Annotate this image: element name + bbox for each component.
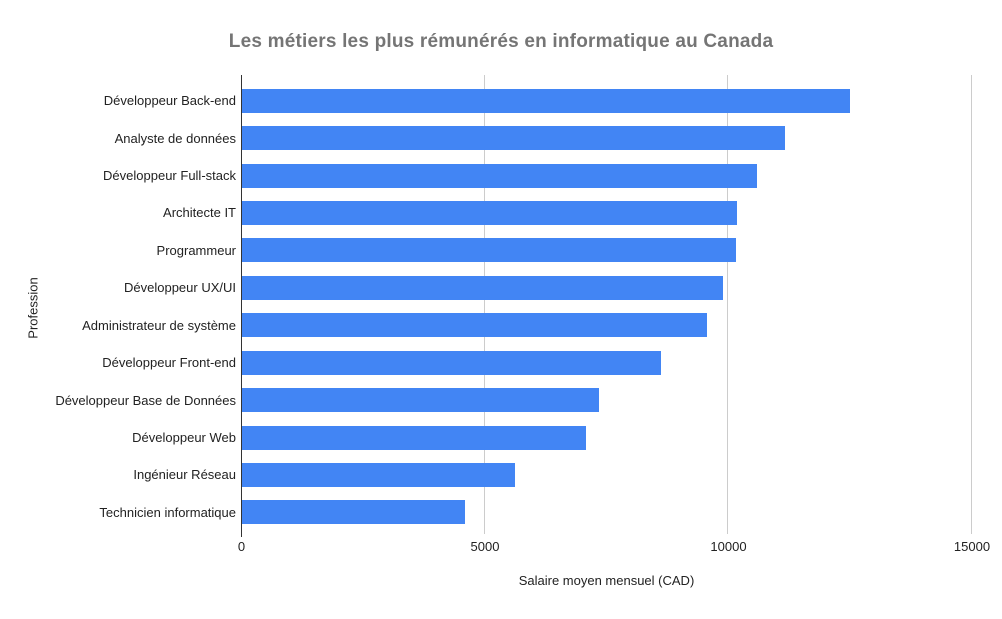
gridline [727,75,729,534]
bar-row [242,194,972,231]
bar-row [242,232,972,269]
bars-container [242,82,972,531]
bar-row [242,456,972,493]
x-tick-label: 0 [237,539,246,554]
bar-row [242,269,972,306]
bar [242,500,465,525]
category-label: Développeur Base de Données [55,392,236,408]
category-axis-labels: Développeur Back-end Analyste de données D… [0,82,236,531]
category-label: Développeur Web [132,430,236,445]
bar [242,126,786,151]
gridline [483,75,485,534]
x-tick-label: 5000 [470,539,500,554]
bar [242,313,707,338]
bar [242,163,758,188]
bar [242,238,736,263]
bar-row [242,381,972,418]
bar-row [242,307,972,344]
bar-row [242,82,972,119]
bar [242,462,516,487]
y-axis-line [241,75,242,537]
bar [242,388,599,413]
category-label: Développeur UX/UI [124,280,236,296]
category-label: Technicien informatique [99,504,236,520]
bar-row [242,419,972,456]
category-label: Développeur Back-end [103,93,236,109]
bar-row [242,344,972,381]
x-tick-label: 15000 [953,539,991,554]
x-axis-tick-labels: 0 5000 10000 15000 [0,539,1002,555]
bar [242,275,723,300]
bar-row [242,119,972,156]
category-label: Ingénieur Réseau [133,467,236,483]
category-label: Développeur Full-stack [103,168,236,184]
chart-title: Les métiers les plus rémunérés en inform… [228,31,774,52]
category-label: Développeur Front-end [102,355,236,371]
x-axis-title: Salaire moyen mensuel (CAD) [518,573,695,588]
bar [242,425,586,450]
bar [242,200,737,225]
plot-area [241,75,972,534]
bar-row [242,157,972,194]
category-label: Programmeur [156,242,236,258]
x-tick-label: 10000 [710,539,747,554]
bar [242,88,851,113]
bar [242,350,662,375]
category-label: Architecte IT [163,205,236,221]
category-label: Administrateur de système [82,317,236,333]
category-label: Analyste de données [114,130,236,146]
bar-row [242,494,972,531]
gridline [971,75,972,534]
